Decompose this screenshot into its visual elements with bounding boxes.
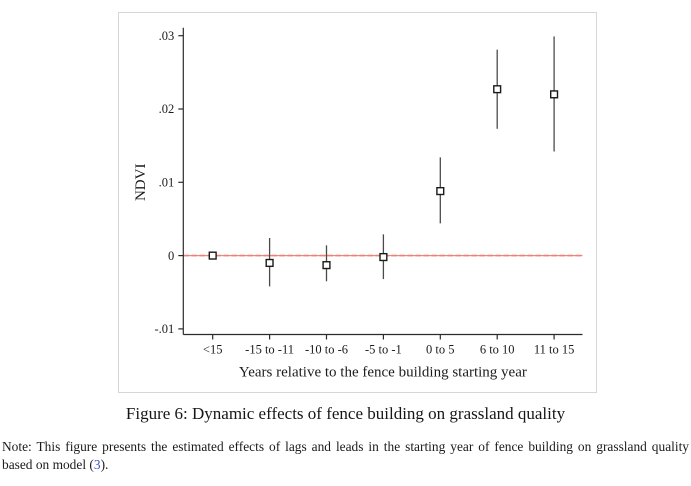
- point-marker: [436, 186, 445, 196]
- x-axis-title: Years relative to the fence building sta…: [239, 365, 527, 381]
- y-tick-label: .01: [159, 176, 175, 190]
- figure-caption: Figure 6: Dynamic effects of fence build…: [125, 404, 566, 423]
- point-marker: [379, 252, 388, 262]
- y-tick-label: .02: [159, 102, 175, 116]
- y-axis-title: NDVI: [133, 164, 149, 202]
- point-marker: [322, 261, 331, 270]
- note-text: Note: This figure presents the estimated…: [2, 439, 689, 472]
- x-tick-label: -5 to -1: [365, 343, 402, 357]
- note-suffix: ).: [100, 457, 109, 472]
- y-tick-label: .03: [159, 29, 175, 43]
- figure-panel: -.01 0 .01 .02 .03 <15 -15 to -11 -10 to -6 -5 t…: [118, 12, 597, 393]
- point-marker: [493, 85, 502, 94]
- x-tick-label: 0 to 5: [426, 343, 454, 357]
- x-tick-label: <15: [203, 343, 223, 357]
- x-tick-label: -15 to -11: [245, 343, 294, 357]
- point-marker: [208, 251, 217, 260]
- equation-link[interactable]: 3: [93, 457, 101, 472]
- point-marker: [265, 258, 274, 268]
- x-tick-label: 11 to 15: [534, 343, 575, 357]
- y-tick-label: 0: [168, 249, 174, 263]
- y-tick-label: -.01: [155, 322, 175, 336]
- point-marker: [550, 90, 559, 99]
- chart-svg: -.01 0 .01 .02 .03 <15 -15 to -11 -10 to -6 -5 t…: [133, 27, 583, 381]
- figure-note: Note: This figure presents the estimated…: [2, 438, 689, 474]
- x-tick-label: 6 to 10: [480, 343, 515, 357]
- x-tick-label: -10 to -6: [305, 343, 348, 357]
